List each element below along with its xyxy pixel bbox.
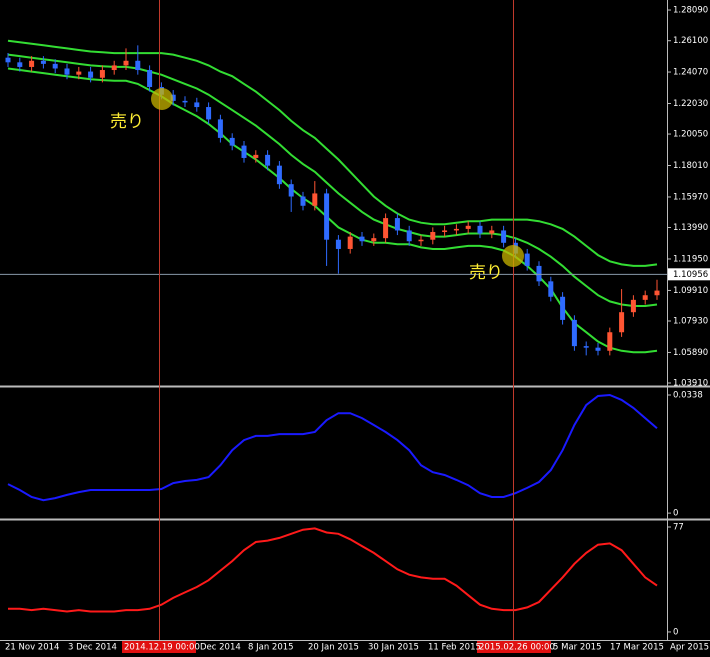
- candle-body: [276, 165, 282, 185]
- annotation: 売り: [110, 112, 144, 132]
- y-tick-label: 1.28090: [673, 6, 708, 16]
- x-tick-label: 3 Dec 2014: [68, 643, 117, 653]
- candle-body: [29, 60, 35, 67]
- candle-body: [182, 100, 188, 103]
- signal-circle: [502, 245, 524, 267]
- x-tick-label: 2014.12.19 00:00: [124, 643, 200, 653]
- annotation: 売り: [469, 263, 503, 283]
- y-tick-label: 1.20050: [673, 130, 708, 140]
- candle-body: [548, 281, 554, 297]
- candle-body: [135, 60, 141, 71]
- candle-body: [194, 102, 200, 108]
- y-tick-label: 1.03910: [673, 378, 708, 388]
- candle-body: [630, 299, 636, 313]
- y-tick-label: 1.13990: [673, 223, 708, 233]
- x-tick-label: 20 Jan 2015: [308, 643, 359, 653]
- x-tick-label: 8 Jan 2015: [248, 643, 294, 653]
- candle-body: [170, 94, 176, 101]
- y-tick-label: 77: [673, 522, 684, 532]
- x-tick-label: 21 Nov 2014: [5, 643, 59, 653]
- x-tick-label: Dec 2014: [200, 643, 241, 653]
- candle-body: [123, 60, 129, 66]
- candle-body: [430, 231, 436, 240]
- date-highlight: [122, 641, 196, 653]
- candle-body: [406, 230, 412, 242]
- x-tick-label: 17 Mar 2015: [610, 643, 664, 653]
- y-tick-label: 0.0338: [673, 390, 703, 400]
- candle-body: [371, 238, 377, 242]
- signal-circle: [151, 88, 173, 110]
- candle-body: [40, 60, 46, 64]
- candle-body: [52, 63, 58, 69]
- x-tick-label: 30 Jan 2015: [368, 643, 419, 653]
- candle-body: [76, 71, 82, 75]
- candle-body: [654, 290, 660, 296]
- candle-body: [571, 319, 577, 347]
- y-tick-label: 1.11950: [673, 254, 708, 264]
- y-tick-label: 1.24070: [673, 68, 708, 78]
- candle-body: [253, 154, 259, 158]
- candle-body: [560, 296, 566, 320]
- y-tick-label: 0: [673, 627, 678, 637]
- current-price-label: 1.10956: [673, 270, 708, 280]
- candle-body: [206, 107, 212, 120]
- candle-body: [501, 230, 507, 243]
- plot-layer: 1.28090 1.26100 1.24070 1.22030 1.20050 1.180…: [0, 0, 710, 641]
- y-tick-label: 0: [673, 509, 678, 519]
- candle-body: [217, 119, 223, 138]
- indicator-line: [7, 39, 658, 267]
- candle-body: [88, 71, 94, 78]
- candle-body: [489, 230, 495, 234]
- x-tick-label: Apr 2015: [670, 643, 709, 653]
- candle-body: [312, 193, 318, 206]
- candle-body: [147, 70, 153, 87]
- candle-body: [595, 347, 601, 351]
- x-tick-label: 2015.02.26 00:00: [479, 643, 555, 653]
- candle-body: [265, 154, 271, 166]
- y-tick-label: 1.15970: [673, 192, 708, 202]
- candle-body: [359, 236, 365, 242]
- candle-body: [536, 265, 542, 282]
- indicator-line: [7, 393, 658, 502]
- candle-body: [347, 236, 353, 249]
- candle-body: [288, 184, 294, 197]
- candle-body: [99, 70, 105, 78]
- candle-body: [607, 332, 613, 351]
- candle-body: [64, 68, 70, 75]
- candle-body: [229, 137, 235, 146]
- y-tick-label: 1.18010: [673, 161, 708, 171]
- date-highlight: [477, 641, 551, 653]
- candle-body: [524, 253, 530, 266]
- candle-body: [17, 62, 23, 67]
- candle-body: [394, 218, 400, 231]
- y-tick-label: 1.26100: [673, 36, 708, 46]
- indicator-line: [8, 527, 658, 613]
- candle-body: [619, 312, 625, 333]
- x-tick-label: 5 Mar 2015: [553, 643, 601, 653]
- candle-body: [642, 295, 648, 300]
- y-tick-label: 1.09910: [673, 286, 708, 296]
- candle-body: [300, 196, 306, 206]
- current-price-box: [668, 268, 710, 281]
- candle-body: [383, 218, 389, 239]
- y-tick-label: 1.22030: [673, 99, 708, 109]
- y-tick-label: 1.05890: [673, 348, 708, 358]
- candle-body: [5, 57, 11, 63]
- candle-body: [241, 145, 247, 158]
- candle-body: [583, 346, 589, 348]
- candle-body: [324, 193, 330, 240]
- candle-body: [335, 239, 341, 249]
- y-tick-label: 1.07930: [673, 316, 708, 326]
- candle-body: [465, 225, 471, 229]
- candle-body: [453, 228, 459, 231]
- candle-body: [111, 65, 117, 71]
- candle-body: [418, 239, 424, 242]
- candle-body: [477, 225, 483, 234]
- candle-body: [442, 230, 448, 232]
- x-tick-label: 11 Feb 2015: [428, 643, 481, 653]
